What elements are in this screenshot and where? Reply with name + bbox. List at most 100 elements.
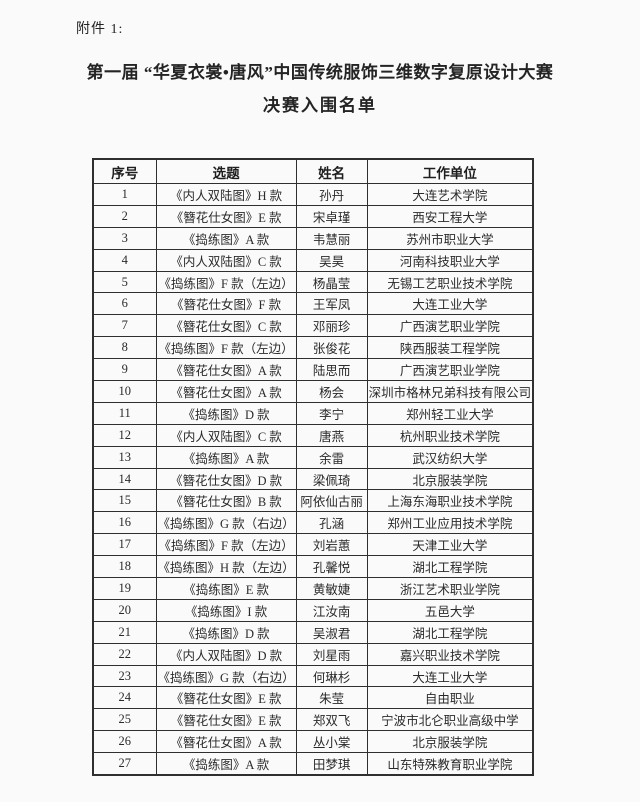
cell-seq: 1 [92, 183, 157, 206]
cell-unit: 无锡工艺职业技术学院 [366, 270, 534, 294]
cell-name: 李宁 [295, 401, 368, 425]
table-row: 7 《簪花仕女图》C 款邓丽珍 广西演艺职业学院 [92, 314, 534, 338]
cell-name: 刘星雨 [295, 642, 368, 666]
table-row: 24 《簪花仕女图》E 款朱莹 自由职业 [92, 686, 534, 710]
cell-unit: 广西演艺职业学院 [366, 314, 534, 338]
cell-unit: 郑州轻工业大学 [366, 401, 534, 425]
cell-topic: 《捣练图》A 款 [155, 752, 297, 776]
cell-topic: 《簪花仕女图》F 款 [155, 292, 297, 316]
cell-name: 余雷 [295, 445, 368, 469]
cell-seq: 14 [92, 467, 157, 491]
cell-topic: 《捣练图》G 款（右边） [155, 664, 297, 688]
cell-unit: 郑州工业应用技术学院 [366, 511, 534, 535]
cell-unit: 陕西服装工程学院 [366, 336, 534, 360]
cell-unit: 湖北工程学院 [366, 620, 534, 644]
cell-topic: 《簪花仕女图》C 款 [155, 314, 297, 338]
cell-seq: 20 [92, 598, 157, 622]
document-title-line2: 决赛入围名单 [263, 96, 377, 115]
cell-unit: 河南科技职业大学 [366, 248, 534, 272]
cell-seq: 25 [92, 708, 157, 732]
table-row: 6 《簪花仕女图》F 款王军凤 大连工业大学 [92, 292, 534, 316]
cell-seq: 15 [92, 489, 157, 513]
cell-topic: 《内人双陆图》D 款 [155, 642, 297, 666]
cell-unit: 广西演艺职业学院 [366, 358, 534, 382]
cell-topic: 《捣练图》D 款 [155, 401, 297, 425]
cell-topic: 《捣练图》F 款（左边） [155, 270, 297, 294]
table-row: 21 《捣练图》D 款吴淑君 湖北工程学院 [92, 620, 534, 644]
cell-name: 梁佩琦 [295, 467, 368, 491]
cell-topic: 《捣练图》H 款（左边） [155, 555, 297, 579]
cell-seq: 5 [92, 270, 157, 294]
cell-unit: 大连艺术学院 [366, 183, 534, 206]
table-header-row: 序号 选题 姓名 工作单位 [92, 158, 534, 184]
cell-name: 刘岩蕙 [295, 533, 368, 557]
table-row: 26 《簪花仕女图》A 款丛小棠 北京服装学院 [92, 730, 534, 754]
cell-seq: 27 [92, 752, 157, 776]
cell-unit: 上海东海职业技术学院 [366, 489, 534, 513]
col-header-name: 姓名 [295, 158, 368, 184]
table-row: 10 《簪花仕女图》A 款杨会 深圳市格林兄弟科技有限公司 [92, 380, 534, 403]
document-title-line1: 第一届 “华夏衣裳•唐风”中国传统服饰三维数字复原设计大赛 [86, 63, 554, 82]
cell-unit: 杭州职业技术学院 [366, 423, 534, 447]
cell-seq: 6 [92, 292, 157, 316]
table-row: 2 《簪花仕女图》E 款宋卓瑾 西安工程大学 [92, 204, 534, 228]
cell-unit: 浙江艺术职业学院 [366, 577, 534, 600]
cell-unit: 北京服装学院 [366, 467, 534, 491]
cell-unit: 嘉兴职业技术学院 [366, 642, 534, 666]
cell-unit: 宁波市北仑职业高级中学 [366, 708, 534, 732]
cell-topic: 《簪花仕女图》A 款 [155, 730, 297, 754]
cell-topic: 《内人双陆图》C 款 [155, 248, 297, 272]
table-row: 3 《捣练图》A 款韦慧丽 苏州市职业大学 [92, 226, 534, 250]
cell-seq: 18 [92, 555, 157, 579]
cell-seq: 3 [92, 226, 157, 250]
cell-seq: 21 [92, 620, 157, 644]
table-row: 12 《内人双陆图》C 款唐燕 杭州职业技术学院 [92, 423, 534, 447]
cell-seq: 2 [92, 204, 157, 228]
cell-topic: 《捣练图》I 款 [155, 598, 297, 622]
table-row: 23 《捣练图》G 款（右边） 何琳杉 大连工业大学 [92, 664, 534, 688]
cell-unit: 湖北工程学院 [366, 555, 534, 579]
cell-name: 张俊花 [295, 336, 368, 360]
table-row: 25 《簪花仕女图》E 款郑双飞 宁波市北仑职业高级中学 [92, 708, 534, 732]
attachment-label: 附件 1: [76, 22, 124, 37]
cell-topic: 《捣练图》E 款 [155, 577, 297, 600]
table-row: 8 《捣练图》F 款（左边） 张俊花 陕西服装工程学院 [92, 336, 534, 360]
cell-topic: 《簪花仕女图》D 款 [155, 467, 297, 491]
cell-name: 孙丹 [295, 183, 368, 206]
cell-name: 朱莹 [295, 686, 368, 710]
cell-name: 阿依仙古丽 [295, 489, 368, 513]
cell-topic: 《捣练图》F 款（左边） [155, 533, 297, 557]
cell-topic: 《捣练图》A 款 [155, 445, 297, 469]
cell-topic: 《内人双陆图》H 款 [155, 183, 297, 206]
cell-name: 何琳杉 [295, 664, 368, 688]
cell-seq: 22 [92, 642, 157, 666]
table-row: 14 《簪花仕女图》D 款梁佩琦 北京服装学院 [92, 467, 534, 491]
table-row: 9 《簪花仕女图》A 款陆思而 广西演艺职业学院 [92, 358, 534, 382]
cell-name: 黄敏婕 [295, 577, 368, 600]
table-row: 15 《簪花仕女图》B 款阿依仙古丽 上海东海职业技术学院 [92, 489, 534, 513]
cell-unit: 北京服装学院 [366, 730, 534, 754]
cell-name: 邓丽珍 [295, 314, 368, 338]
cell-seq: 24 [92, 686, 157, 710]
cell-seq: 12 [92, 423, 157, 447]
cell-topic: 《簪花仕女图》E 款 [155, 204, 297, 228]
cell-name: 郑双飞 [295, 708, 368, 732]
table-row: 5 《捣练图》F 款（左边） 杨晶莹 无锡工艺职业技术学院 [92, 270, 534, 294]
table-row: 1 《内人双陆图》H 款孙丹 大连艺术学院 [92, 183, 534, 206]
table-row: 27 《捣练图》A 款田梦琪 山东特殊教育职业学院 [92, 752, 534, 776]
col-header-unit: 工作单位 [366, 158, 534, 184]
cell-unit: 深圳市格林兄弟科技有限公司 [366, 380, 534, 403]
cell-seq: 13 [92, 445, 157, 469]
cell-unit: 自由职业 [366, 686, 534, 710]
cell-topic: 《内人双陆图》C 款 [155, 423, 297, 447]
cell-seq: 26 [92, 730, 157, 754]
cell-topic: 《簪花仕女图》B 款 [155, 489, 297, 513]
cell-unit: 天津工业大学 [366, 533, 534, 557]
table-body: 1 《内人双陆图》H 款孙丹 大连艺术学院 2 《簪花仕女图》E 款宋卓瑾 西安工程大学 3… [92, 183, 534, 776]
cell-unit: 山东特殊教育职业学院 [366, 752, 534, 776]
cell-seq: 10 [92, 380, 157, 403]
cell-seq: 19 [92, 577, 157, 600]
cell-name: 韦慧丽 [295, 226, 368, 250]
table-row: 19 《捣练图》E 款黄敏婕 浙江艺术职业学院 [92, 577, 534, 600]
